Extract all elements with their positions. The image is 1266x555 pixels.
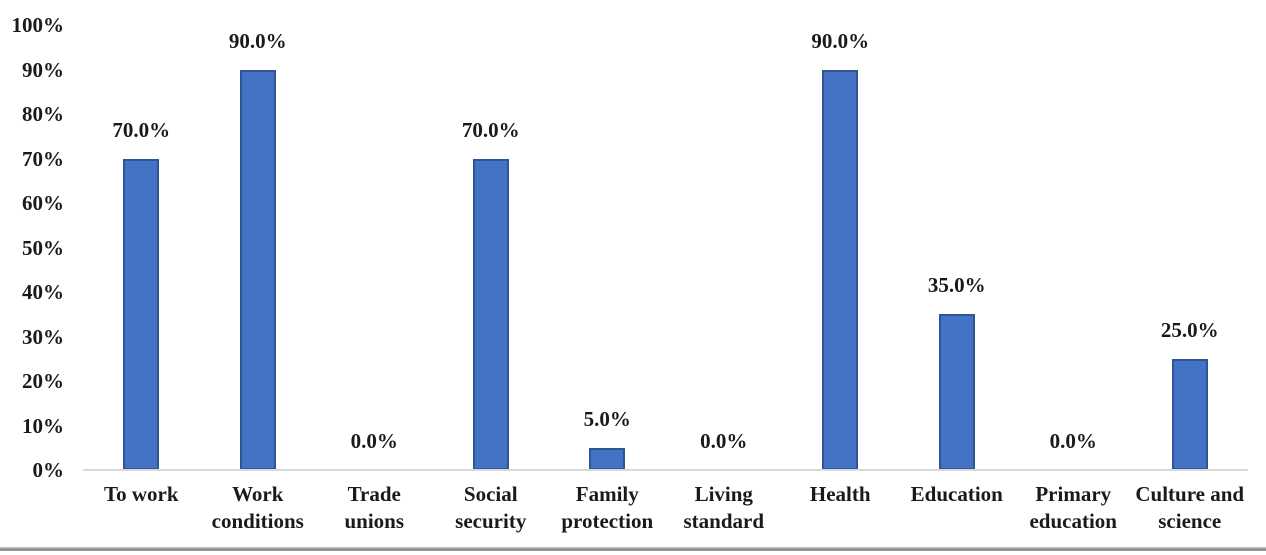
bar-value-label: 35.0% bbox=[927, 273, 986, 298]
y-tick-label: 30% bbox=[22, 324, 64, 349]
bar-value-label: 70.0% bbox=[461, 117, 520, 142]
y-tick-label: 20% bbox=[22, 369, 64, 393]
category-label: Living standard bbox=[683, 482, 765, 533]
category-label: Health bbox=[809, 482, 871, 506]
category-label: To work bbox=[104, 482, 179, 506]
y-tick-label: 80% bbox=[22, 102, 64, 126]
bar-education bbox=[938, 314, 975, 470]
bar-value-label: 0.0% bbox=[350, 429, 398, 453]
y-tick-label: 90% bbox=[22, 57, 64, 82]
bar-value-label: 5.0% bbox=[583, 406, 631, 431]
bottom-divider bbox=[0, 547, 1266, 551]
y-tick-label: 40% bbox=[22, 280, 64, 304]
bar-to-work bbox=[123, 158, 160, 470]
category-label: Education bbox=[910, 482, 1003, 506]
y-tick-label: 60% bbox=[22, 191, 64, 215]
bar-value-label: 90.0% bbox=[228, 28, 287, 53]
category-label: Family protection bbox=[561, 482, 654, 533]
bar-value-label: 0.0% bbox=[700, 429, 748, 453]
category-label: Culture and science bbox=[1135, 482, 1245, 533]
y-tick-label: 0% bbox=[32, 458, 65, 482]
category-label: Trade unions bbox=[344, 482, 405, 533]
bar-value-label: 90.0% bbox=[811, 28, 870, 53]
bar-work-conditions bbox=[239, 69, 276, 470]
bar-social-security bbox=[472, 158, 509, 470]
y-tick-label: 50% bbox=[22, 235, 64, 260]
bar-value-label: 70.0% bbox=[112, 117, 171, 142]
category-label: Primary education bbox=[1029, 482, 1117, 533]
x-axis-line bbox=[83, 469, 1248, 471]
bar-health bbox=[822, 69, 859, 470]
bar-value-label: 0.0% bbox=[1049, 429, 1097, 453]
category-label: Work conditions bbox=[211, 482, 304, 533]
bar-culture-and-science bbox=[1171, 358, 1208, 470]
category-label: Social security bbox=[455, 482, 527, 533]
bar-family-protection bbox=[589, 447, 626, 470]
y-tick-label: 10% bbox=[22, 413, 64, 438]
y-tick-label: 100% bbox=[11, 13, 65, 37]
y-tick-label: 70% bbox=[22, 146, 64, 171]
bar-value-label: 25.0% bbox=[1160, 317, 1219, 342]
